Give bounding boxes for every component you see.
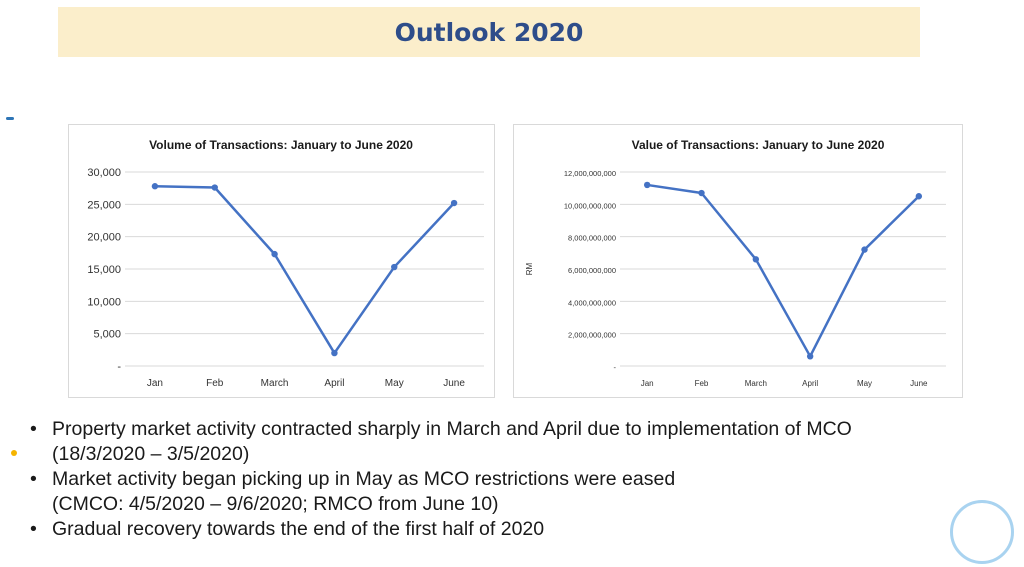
x-tick-label: Feb [206,378,224,389]
y-tick-label: 10,000,000,000 [564,201,616,210]
x-tick-label: June [443,378,465,389]
x-tick-label: April [324,378,344,389]
chart-title: Value of Transactions: January to June 2… [632,138,885,152]
chart-title: Volume of Transactions: January to June … [149,138,413,152]
data-point [861,246,868,253]
page-title: Outlook 2020 [394,17,584,47]
data-point [915,193,923,200]
y-tick-label: 25,000 [87,199,121,211]
volume-chart: Volume of Transactions: January to June … [68,124,495,398]
y-tick-label: 12,000,000,000 [564,169,616,178]
data-point [643,181,651,189]
y-tick-label: - [614,363,617,372]
y-tick-label: 8,000,000,000 [568,234,616,243]
y-tick-label: 2,000,000,000 [568,331,616,340]
y-tick-label: 20,000 [87,232,121,244]
x-tick-label: April [802,379,818,388]
title-banner: Outlook 2020 [58,7,920,57]
y-tick-label: 10,000 [87,296,121,308]
data-point [752,256,760,263]
x-tick-label: Jan [147,378,163,389]
y-tick-label: 6,000,000,000 [568,266,616,275]
x-tick-label: Feb [695,379,709,388]
bullet-item: Market activity began picking up in May … [30,467,970,517]
series-line [154,184,455,355]
bullet-line: (CMCO: 4/5/2020 – 9/6/2020; RMCO from Ju… [52,493,499,515]
decorative-dot [11,450,17,456]
x-tick-label: Jan [641,379,654,388]
y-tick-label: 4,000,000,000 [568,298,616,307]
x-tick-label: June [910,379,928,388]
value-chart-svg: Value of Transactions: January to June 2… [525,138,946,388]
bullet-item: Property market activity contracted shar… [30,417,970,467]
bullet-line: Gradual recovery towards the end of the … [52,518,545,540]
bullet-item: Gradual recovery towards the end of the … [30,517,970,542]
y-tick-label: 30,000 [87,167,121,179]
data-point [391,263,398,271]
y-tick-label: 15,000 [87,264,121,276]
x-tick-label: March [745,379,767,388]
data-point [151,183,159,190]
y-tick-label: 5,000 [93,329,121,341]
decorative-dash [6,117,14,120]
bullet-line: (18/3/2020 – 3/5/2020) [52,443,250,465]
circle-button[interactable] [950,500,1014,564]
data-point [450,199,458,207]
series-line [646,183,920,358]
x-tick-label: May [857,379,872,388]
data-point [211,184,218,191]
bullet-list: Property market activity contracted shar… [30,417,970,542]
y-axis-label: RM [525,262,534,275]
x-tick-label: March [261,378,289,389]
data-point [698,189,705,197]
bullet-line: Property market activity contracted shar… [52,418,852,440]
x-tick-label: May [385,378,404,389]
data-point [271,250,278,258]
volume-chart-svg: Volume of Transactions: January to June … [87,138,484,389]
bullet-line: Market activity began picking up in May … [52,468,676,490]
data-point [331,349,338,357]
value-chart: Value of Transactions: January to June 2… [513,124,963,398]
data-point [806,353,814,360]
y-tick-label: - [117,361,121,373]
